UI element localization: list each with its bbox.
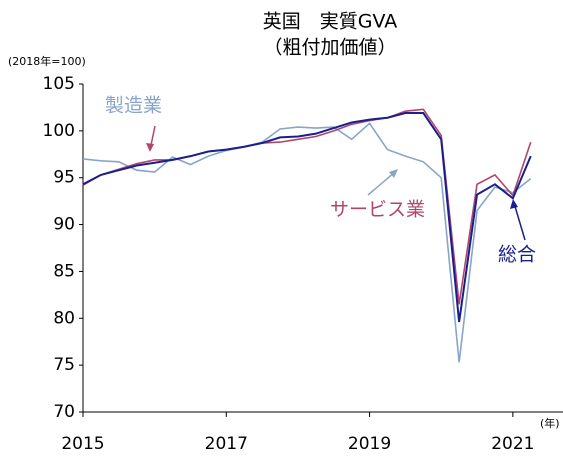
y-tick-label: 105	[43, 74, 75, 94]
arrow-head	[389, 169, 398, 178]
y-tick-label: 95	[53, 168, 75, 188]
series-line	[82, 112, 532, 323]
y-tick-label: 70	[53, 402, 75, 422]
arrow-head	[146, 143, 154, 152]
x-axis-label: (年)	[540, 416, 560, 430]
y-tick-label: 75	[53, 355, 75, 375]
chart-title: 英国 実質GVA	[263, 11, 398, 33]
arrow-head	[510, 199, 518, 209]
y-axis-label: (2018年=100)	[8, 54, 86, 68]
chart-subtitle: （粗付加価値）	[263, 37, 396, 59]
legend-label: サービス業	[330, 199, 425, 221]
legend-label: 総合	[498, 244, 536, 266]
legend-label: 製造業	[105, 95, 162, 117]
x-tick-label: 2017	[205, 434, 248, 454]
arrow	[367, 171, 396, 196]
series-line	[82, 108, 532, 305]
y-tick-label: 85	[53, 261, 75, 281]
y-tick-label: 80	[53, 308, 75, 328]
arrow	[513, 202, 526, 241]
x-tick-label: 2015	[61, 434, 104, 454]
x-tick-label: 2019	[348, 434, 391, 454]
y-tick-label: 90	[53, 215, 75, 235]
series-line	[82, 122, 532, 363]
x-tick-label: 2021	[491, 434, 534, 454]
y-tick-label: 100	[43, 121, 75, 141]
